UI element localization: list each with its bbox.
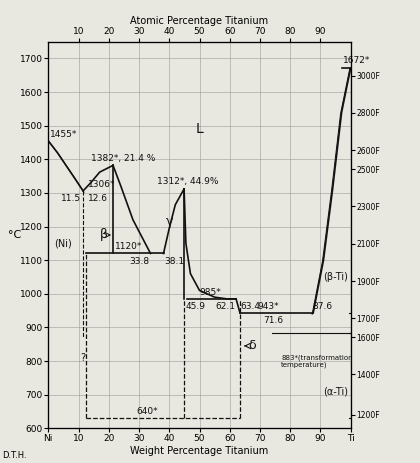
Text: 1382*, 21.4 %: 1382*, 21.4 % [91, 154, 155, 163]
X-axis label: Weight Percentage Titanium: Weight Percentage Titanium [130, 445, 269, 456]
Text: (Ni): (Ni) [54, 238, 72, 248]
Text: 45.9: 45.9 [186, 301, 206, 311]
Text: 87.6: 87.6 [312, 302, 332, 311]
Text: 1455*: 1455* [50, 130, 77, 139]
Text: L: L [196, 122, 203, 136]
Text: 985*: 985* [200, 288, 221, 297]
Text: 1672*: 1672* [343, 56, 370, 64]
Text: ?: ? [80, 353, 85, 363]
Text: 33.8: 33.8 [129, 257, 149, 266]
Text: 883*(transformation
temperature): 883*(transformation temperature) [281, 354, 353, 368]
Text: 640*: 640* [136, 407, 158, 416]
Text: (α-Ti): (α-Ti) [323, 386, 349, 396]
Text: D.T.H.: D.T.H. [2, 451, 27, 460]
Text: 1120*: 1120* [115, 243, 142, 251]
Text: δ: δ [248, 339, 255, 352]
Text: (β-Ti): (β-Ti) [323, 272, 348, 282]
Text: 71.6: 71.6 [263, 316, 283, 325]
Text: 1306*: 1306* [88, 180, 116, 189]
Text: 943*: 943* [257, 302, 278, 311]
Y-axis label: °C: °C [8, 230, 21, 240]
Text: 12.6: 12.6 [88, 194, 108, 203]
Text: 63.4: 63.4 [241, 301, 261, 311]
Text: 62.1: 62.1 [215, 301, 235, 311]
Text: β: β [100, 228, 108, 242]
Text: 38.1: 38.1 [165, 257, 185, 266]
X-axis label: Atomic Percentage Titanium: Atomic Percentage Titanium [131, 16, 268, 26]
Text: γ: γ [166, 215, 174, 228]
Text: 1312*, 44.9%: 1312*, 44.9% [157, 177, 219, 186]
Text: 11.5: 11.5 [61, 194, 81, 203]
